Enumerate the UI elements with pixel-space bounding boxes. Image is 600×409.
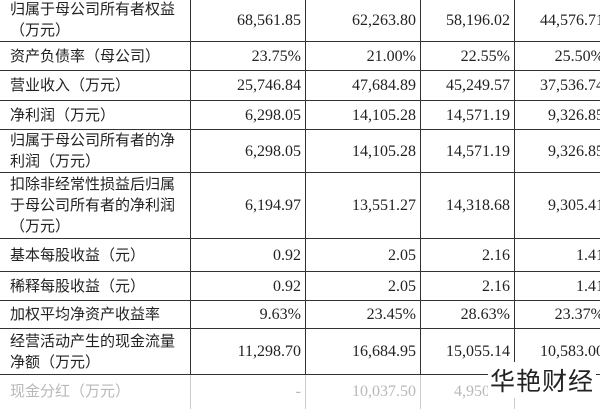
cell-value: 0.92 <box>191 272 306 301</box>
cell-value: 68,561.85 <box>191 0 306 42</box>
cell-value: 2.05 <box>306 272 421 301</box>
table-row: 资产负债率（母公司）23.75%21.00%22.55%25.50% <box>0 42 600 71</box>
cell-value: 23.75% <box>191 42 306 71</box>
cell-value: 9,326.85 <box>515 130 600 173</box>
watermark: 华艳财经 <box>488 362 596 398</box>
cell-value: 10,037.50 <box>306 375 421 409</box>
row-label: 现金分红（万元） <box>0 375 191 409</box>
cell-value: 6,298.05 <box>191 130 306 173</box>
cell-value: 14,318.68 <box>421 173 515 239</box>
cell-value: 25.50% <box>515 42 600 71</box>
cell-value: 47,684.89 <box>306 71 421 101</box>
cell-value: 23.45% <box>306 301 421 329</box>
row-label: 扣除非经常性损益后归属于母公司所有者的净利润（万元） <box>0 173 191 239</box>
cell-value: 2.05 <box>306 239 421 272</box>
cell-value: 9.63% <box>191 301 306 329</box>
cell-value: 2.16 <box>421 272 515 301</box>
cell-value: 11,298.70 <box>191 329 306 375</box>
cell-value: 0.92 <box>191 239 306 272</box>
cell-value: 45,249.57 <box>421 71 515 101</box>
row-label: 经营活动产生的现金流量净额（万元） <box>0 329 191 375</box>
cell-value: - <box>191 375 306 409</box>
cell-value: 14,105.28 <box>306 130 421 173</box>
cell-value: 62,263.80 <box>306 0 421 42</box>
row-label: 基本每股收益（元） <box>0 239 191 272</box>
cell-value: 2.16 <box>421 239 515 272</box>
row-label: 归属于母公司所有者权益（万元） <box>0 0 191 42</box>
row-label: 稀释每股收益（元） <box>0 272 191 301</box>
cell-value: 9,305.41 <box>515 173 600 239</box>
cell-value: 14,571.19 <box>421 130 515 173</box>
row-label: 加权平均净资产收益率 <box>0 301 191 329</box>
cell-value: 23.37% <box>515 301 600 329</box>
row-label: 营业收入（万元） <box>0 71 191 101</box>
cell-value: 9,326.85 <box>515 101 600 130</box>
cell-value: 37,536.74 <box>515 71 600 101</box>
cell-value: 1.41 <box>515 239 600 272</box>
cell-value: 1.41 <box>515 272 600 301</box>
cell-value: 14,105.28 <box>306 101 421 130</box>
cell-value: 6,298.05 <box>191 101 306 130</box>
row-label: 净利润（万元） <box>0 101 191 130</box>
cell-value: 44,576.71 <box>515 0 600 42</box>
row-label: 资产负债率（母公司） <box>0 42 191 71</box>
row-label: 归属于母公司所有者的净利润（万元） <box>0 130 191 173</box>
cell-value: 21.00% <box>306 42 421 71</box>
cell-value: 6,194.97 <box>191 173 306 239</box>
cell-value: 16,684.95 <box>306 329 421 375</box>
cell-value: 22.55% <box>421 42 515 71</box>
cell-value: 25,746.84 <box>191 71 306 101</box>
cell-value: 13,551.27 <box>306 173 421 239</box>
cell-value: 14,571.19 <box>421 101 515 130</box>
cell-value: 58,196.02 <box>421 0 515 42</box>
cell-value: 28.63% <box>421 301 515 329</box>
